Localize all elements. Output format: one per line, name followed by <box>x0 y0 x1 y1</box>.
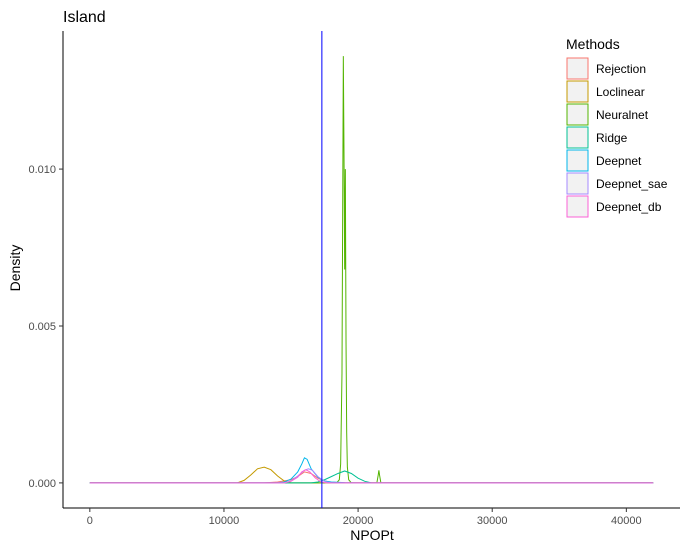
series-line-deepnet_db <box>89 469 654 484</box>
chart-title: Island <box>63 9 106 26</box>
legend-label: Deepnet <box>596 154 642 168</box>
series-line-deepnet <box>89 457 654 484</box>
legend-label: Neuralnet <box>596 108 649 122</box>
x-tick-label: 40000 <box>611 515 642 527</box>
y-tick-label: 0.010 <box>28 164 56 176</box>
legend-key <box>566 126 589 149</box>
y-tick-label: 0.005 <box>28 321 56 333</box>
series-line-deepnet_sae <box>89 468 654 484</box>
x-tick-label: 0 <box>87 515 93 527</box>
legend-key <box>566 103 589 126</box>
legend-key <box>566 172 589 195</box>
series-line-loclinear <box>89 466 654 484</box>
legend: Methods Rejection Loclinear Neuralnet Ridge… <box>566 36 668 218</box>
series-line-neuralnet <box>89 56 654 484</box>
x-ticks: 0 10000 20000 30000 40000 <box>87 508 642 527</box>
series-line-ridge <box>89 470 654 484</box>
legend-label: Deepnet_db <box>596 200 662 214</box>
legend-key <box>566 57 589 80</box>
axes <box>62 31 680 509</box>
legend-label: Ridge <box>596 131 628 145</box>
x-tick-label: 10000 <box>209 515 240 527</box>
y-tick-label: 0.000 <box>28 478 56 490</box>
x-axis-title: NPOPt <box>350 527 394 543</box>
x-tick-label: 30000 <box>477 515 508 527</box>
legend-label: Rejection <box>596 62 646 76</box>
series-line-rejection <box>89 471 654 484</box>
legend-label: Deepnet_sae <box>596 177 668 191</box>
legend-label: Loclinear <box>596 85 645 99</box>
y-axis-title: Density <box>7 245 23 292</box>
legend-key <box>566 149 589 172</box>
legend-title: Methods <box>566 36 620 52</box>
legend-key <box>566 195 589 218</box>
x-tick-label: 20000 <box>343 515 374 527</box>
legend-key <box>566 80 589 103</box>
y-ticks: 0.000 0.005 0.010 <box>28 164 63 490</box>
